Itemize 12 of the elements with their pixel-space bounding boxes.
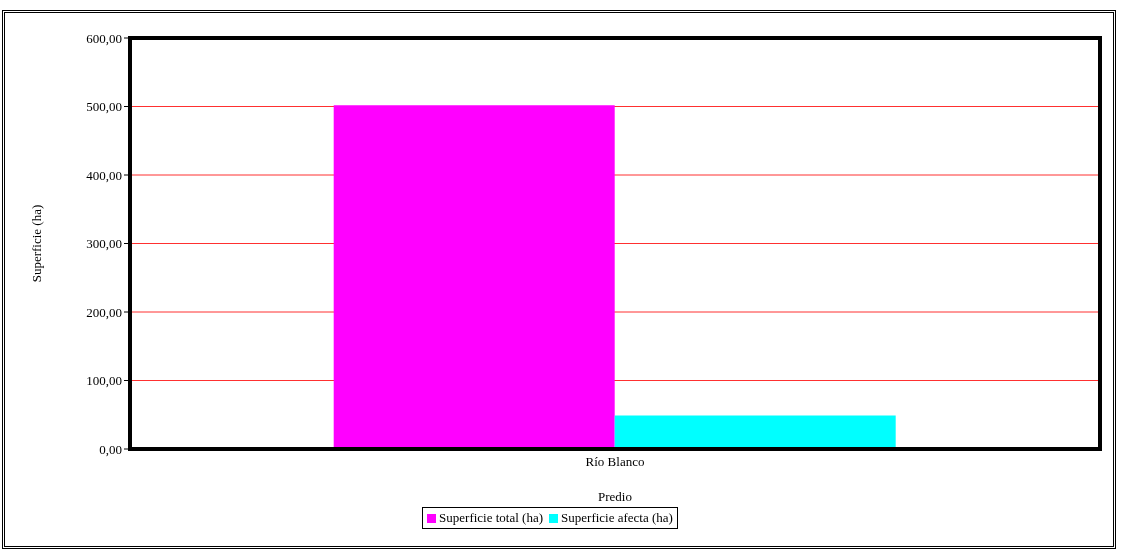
y-tick-label: 200,00 — [86, 304, 122, 320]
x-tick-label: Río Blanco — [585, 454, 645, 470]
x-axis-title: Predio — [598, 489, 632, 504]
y-tick-label: 100,00 — [86, 373, 122, 389]
y-tick-label: 0,00 — [99, 441, 122, 457]
y-axis-title: Superficie (ha) — [28, 204, 44, 283]
y-tick-label: 500,00 — [86, 99, 122, 115]
y-tick-label: 300,00 — [86, 236, 122, 252]
legend-label: Superficie afecta (ha) — [560, 510, 673, 526]
y-tick-label: 400,00 — [86, 167, 122, 183]
legend-label: Superficie total (ha) — [438, 510, 544, 526]
y-tick-label: 600,00 — [86, 30, 122, 46]
